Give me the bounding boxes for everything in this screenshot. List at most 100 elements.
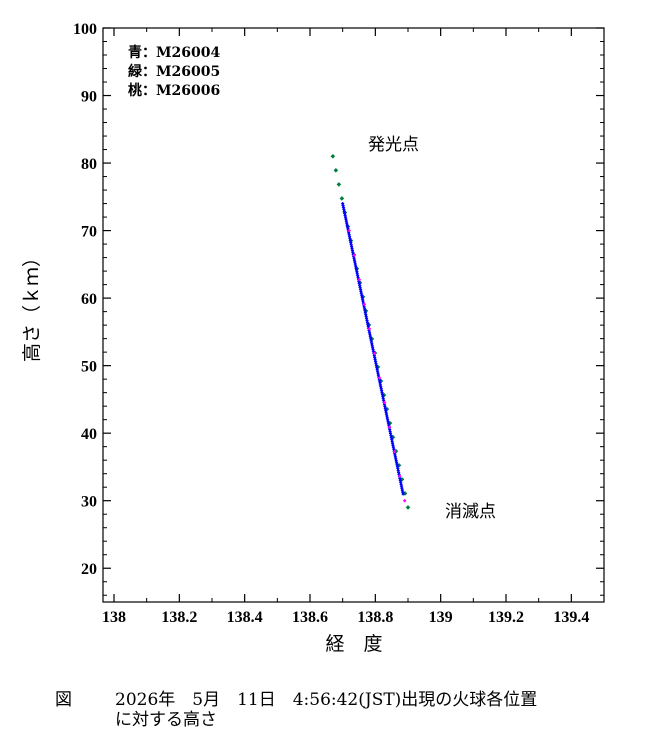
series-blue-point — [376, 373, 381, 377]
series-blue-point — [361, 301, 366, 305]
series-blue-point — [400, 490, 405, 494]
series-blue-point — [390, 439, 394, 444]
series-blue-point — [370, 345, 375, 350]
x-tick-label: 138.2 — [161, 609, 197, 626]
series-blue-point — [399, 482, 403, 487]
series-blue-point — [396, 470, 401, 475]
series-blue-point — [341, 203, 345, 208]
series-green-point — [333, 168, 339, 173]
series-blue-point — [387, 423, 391, 428]
y-tick-label: 50 — [81, 359, 97, 376]
x-tick-label: 138.8 — [357, 609, 393, 626]
series-blue-point — [352, 256, 356, 260]
series-blue-point — [351, 252, 356, 257]
series-blue-point — [364, 314, 368, 319]
series-blue-point — [383, 404, 387, 409]
series-blue-point — [365, 318, 369, 323]
series-blue-point — [400, 486, 404, 490]
series-blue-point — [357, 281, 362, 286]
series-blue-point — [378, 383, 383, 387]
series-green-point — [396, 463, 402, 468]
series-blue-point — [391, 445, 396, 449]
series-blue-point — [383, 406, 388, 411]
series-blue-point — [344, 221, 349, 225]
y-tick-label: 90 — [81, 89, 97, 106]
series-blue-point — [389, 435, 394, 440]
y-tick-label: 100 — [73, 21, 97, 38]
series-blue-point — [359, 289, 363, 294]
series-pink-point — [382, 400, 387, 405]
y-tick-label: 70 — [81, 224, 97, 241]
y-tick-label: 20 — [81, 561, 97, 578]
series-pink-point — [367, 327, 372, 331]
series-blue-point — [340, 201, 345, 206]
series-pink-point — [347, 228, 351, 233]
series-blue-point — [396, 466, 400, 471]
annotation-start-point: 発光点 — [368, 135, 419, 155]
chart: 138 138.2 138.4 138.6 138.8 139 139.2 139.4 20 3… — [21, 21, 605, 655]
x-tick-label: 138 — [102, 609, 126, 626]
figure-caption: 図 2026年 5月 11日 4:56:42(JST)出現の火球各位置 に対する高… — [55, 690, 537, 730]
series-green-point — [339, 196, 345, 201]
series-blue-point — [353, 264, 358, 268]
series-blue-point — [385, 414, 389, 418]
series-pink-point — [387, 425, 392, 429]
y-tick-label: 60 — [81, 291, 97, 308]
series-blue-point — [357, 283, 362, 288]
legend-entry-blue: 青：M26004 — [128, 44, 220, 61]
series-blue-point — [391, 443, 395, 448]
series-pink-point — [352, 253, 357, 257]
series-blue-point — [368, 332, 372, 336]
series-pink-point — [372, 351, 377, 356]
series-blue-point — [393, 453, 397, 457]
legend-entry-green: 緑：M26005 — [128, 63, 220, 80]
series-blue-point — [349, 242, 353, 247]
series-blue-point — [388, 431, 393, 436]
series-pink — [347, 228, 407, 503]
series-blue-point — [370, 344, 375, 348]
series-blue-point — [341, 205, 346, 210]
series-blue-point — [347, 234, 352, 239]
y-axis-title: 高さ（ｋｍ） — [21, 248, 43, 362]
series-blue-point — [396, 468, 401, 473]
series-green-point — [330, 154, 336, 159]
series-blue-point — [382, 402, 387, 407]
y-tick-label: 40 — [81, 426, 97, 443]
series-blue-point — [386, 421, 391, 426]
y-tick-label: 80 — [81, 156, 97, 173]
series-blue-point — [394, 460, 399, 465]
series-blue-point — [348, 240, 353, 245]
series-blue-point — [355, 271, 360, 276]
series-blue-point — [398, 476, 402, 481]
series-blue-point — [353, 260, 357, 264]
series-blue-point — [366, 322, 370, 327]
legend: 青：M26004 緑：M26005 桃：M26006 — [128, 44, 220, 99]
caption-line-2: に対する高さ — [115, 710, 217, 730]
series-blue-point — [354, 268, 359, 272]
series-blue-point — [358, 285, 362, 290]
series-pink-point — [397, 474, 402, 478]
series-blue-point — [359, 293, 364, 297]
series-blue-point — [370, 342, 374, 346]
series-green-point — [405, 505, 411, 510]
series-pink-point — [357, 277, 362, 282]
series-blue-point — [395, 462, 399, 467]
series-blue-point — [398, 480, 403, 485]
y-tick-labels: 20 30 40 50 60 70 80 90 100 — [73, 21, 97, 578]
series-blue-point — [344, 219, 349, 223]
caption-text-1: 2026年 5月 11日 4:56:42(JST)出現の火球各位置 — [115, 690, 538, 710]
x-tick-label: 138.6 — [292, 609, 328, 626]
series-blue-point — [366, 324, 371, 329]
series-pink-point — [377, 376, 382, 380]
series-pink-point — [362, 302, 367, 307]
x-axis-title: 経 度 — [325, 633, 382, 655]
series-blue-point — [369, 338, 373, 342]
series-green-point — [384, 406, 390, 412]
series-blue-point — [378, 381, 382, 385]
series-blue-point — [346, 227, 350, 231]
caption-line-1: 図 2026年 5月 11日 4:56:42(JST)出現の火球各位置 — [55, 690, 537, 710]
series-blue-point — [346, 231, 351, 235]
series-blue-point — [367, 330, 372, 334]
caption-label: 図 — [55, 690, 72, 710]
legend-entry-pink: 桃：M26006 — [128, 82, 220, 99]
